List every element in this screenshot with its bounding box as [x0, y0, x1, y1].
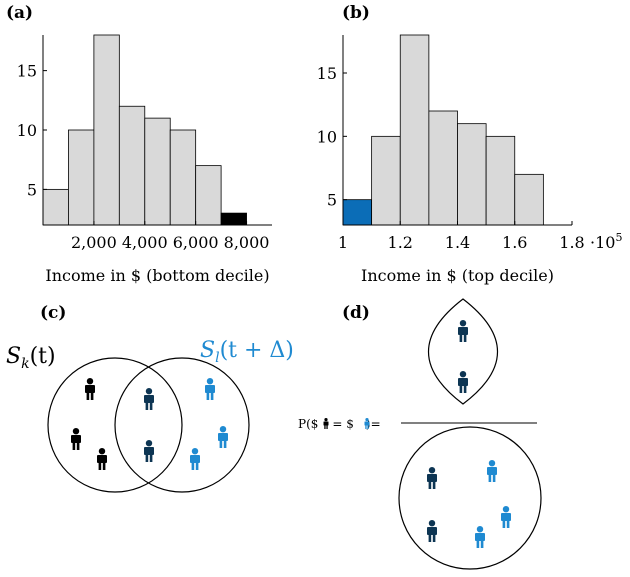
venn-diagram: Sk(t) Sl(t + Δ): [6, 338, 294, 493]
x-tick-label: 1.8: [559, 233, 584, 252]
person-icon: [205, 378, 215, 400]
person-icon: [323, 418, 329, 429]
person-icon: [427, 520, 437, 542]
y-tick-label: 5: [327, 191, 337, 210]
set-k-circle: [47, 357, 183, 493]
y-tick-label: 10: [17, 121, 37, 140]
set-l-circle: [114, 357, 250, 493]
union-circle: [398, 426, 542, 570]
person-icon: [501, 506, 511, 528]
x-tick-label: 4,000: [122, 233, 168, 252]
histogram-bar: [371, 135, 401, 226]
person-icon: [427, 467, 437, 489]
person-icon: [85, 378, 95, 400]
histogram-bar: [169, 129, 197, 226]
histogram-top-decile: 5 10 15 1 1.2 1.4 1.6 1.8 ·105 Income in $ (top d…: [317, 34, 622, 285]
histogram-bar: [428, 110, 458, 226]
person-icon: [458, 371, 468, 393]
histogram-bar: [220, 212, 247, 226]
y-tick-label: 15: [17, 62, 37, 81]
panel-label-a: (a): [6, 3, 33, 23]
person-icon: [71, 428, 81, 450]
x-tick-label: 1.2: [388, 233, 413, 252]
histogram-bar: [42, 188, 69, 226]
histogram-bar: [514, 173, 544, 226]
intersection-lens: [428, 298, 498, 405]
x-tick-label: 1.6: [502, 233, 527, 252]
person-icon: [487, 460, 497, 482]
x-axis-multiplier: ·105: [590, 231, 622, 252]
x-tick-label: 1.4: [445, 233, 470, 252]
person-icon: [218, 426, 228, 448]
person-icon: [475, 526, 485, 548]
histogram-bottom-decile: 5 10 15 2,000 4,000 6,000 8,000 Income in $ (bo…: [17, 34, 272, 285]
histogram-bar: [93, 34, 120, 226]
person-icon: [144, 440, 154, 462]
y-tick-label: 5: [27, 180, 37, 199]
histogram-bar: [118, 105, 146, 226]
x-tick-label: 8,000: [224, 233, 270, 252]
set-k-label: Sk(t): [6, 344, 56, 372]
histogram-bar: [195, 165, 222, 226]
probability-diagram: P($ = $)=: [298, 298, 542, 570]
y-tick-label: 10: [317, 127, 337, 146]
x-axis-title: Income in $ (bottom decile): [45, 266, 269, 285]
histogram-bar: [457, 123, 487, 226]
histogram-bar: [68, 129, 95, 226]
x-axis-title: Income in $ (top decile): [361, 266, 554, 285]
panel-label-b: (b): [342, 3, 370, 23]
person-icon: [190, 448, 200, 470]
set-l-label: Sl(t + Δ): [200, 338, 294, 366]
histogram-bar: [485, 135, 516, 226]
y-tick-label: 15: [317, 64, 337, 83]
x-tick-label: 2,000: [71, 233, 117, 252]
histogram-bar: [399, 34, 430, 226]
x-tick-label: 6,000: [173, 233, 219, 252]
probability-expression: P($ = $)=: [298, 417, 381, 431]
panel-label-d: (d): [342, 303, 370, 323]
person-icon: [97, 448, 107, 470]
x-tick-label: 1: [338, 233, 348, 252]
person-icon: [144, 388, 154, 410]
histogram-bar: [342, 199, 373, 226]
histogram-bar: [144, 117, 171, 226]
person-icon: [458, 320, 468, 342]
panel-label-c: (c): [40, 303, 66, 323]
